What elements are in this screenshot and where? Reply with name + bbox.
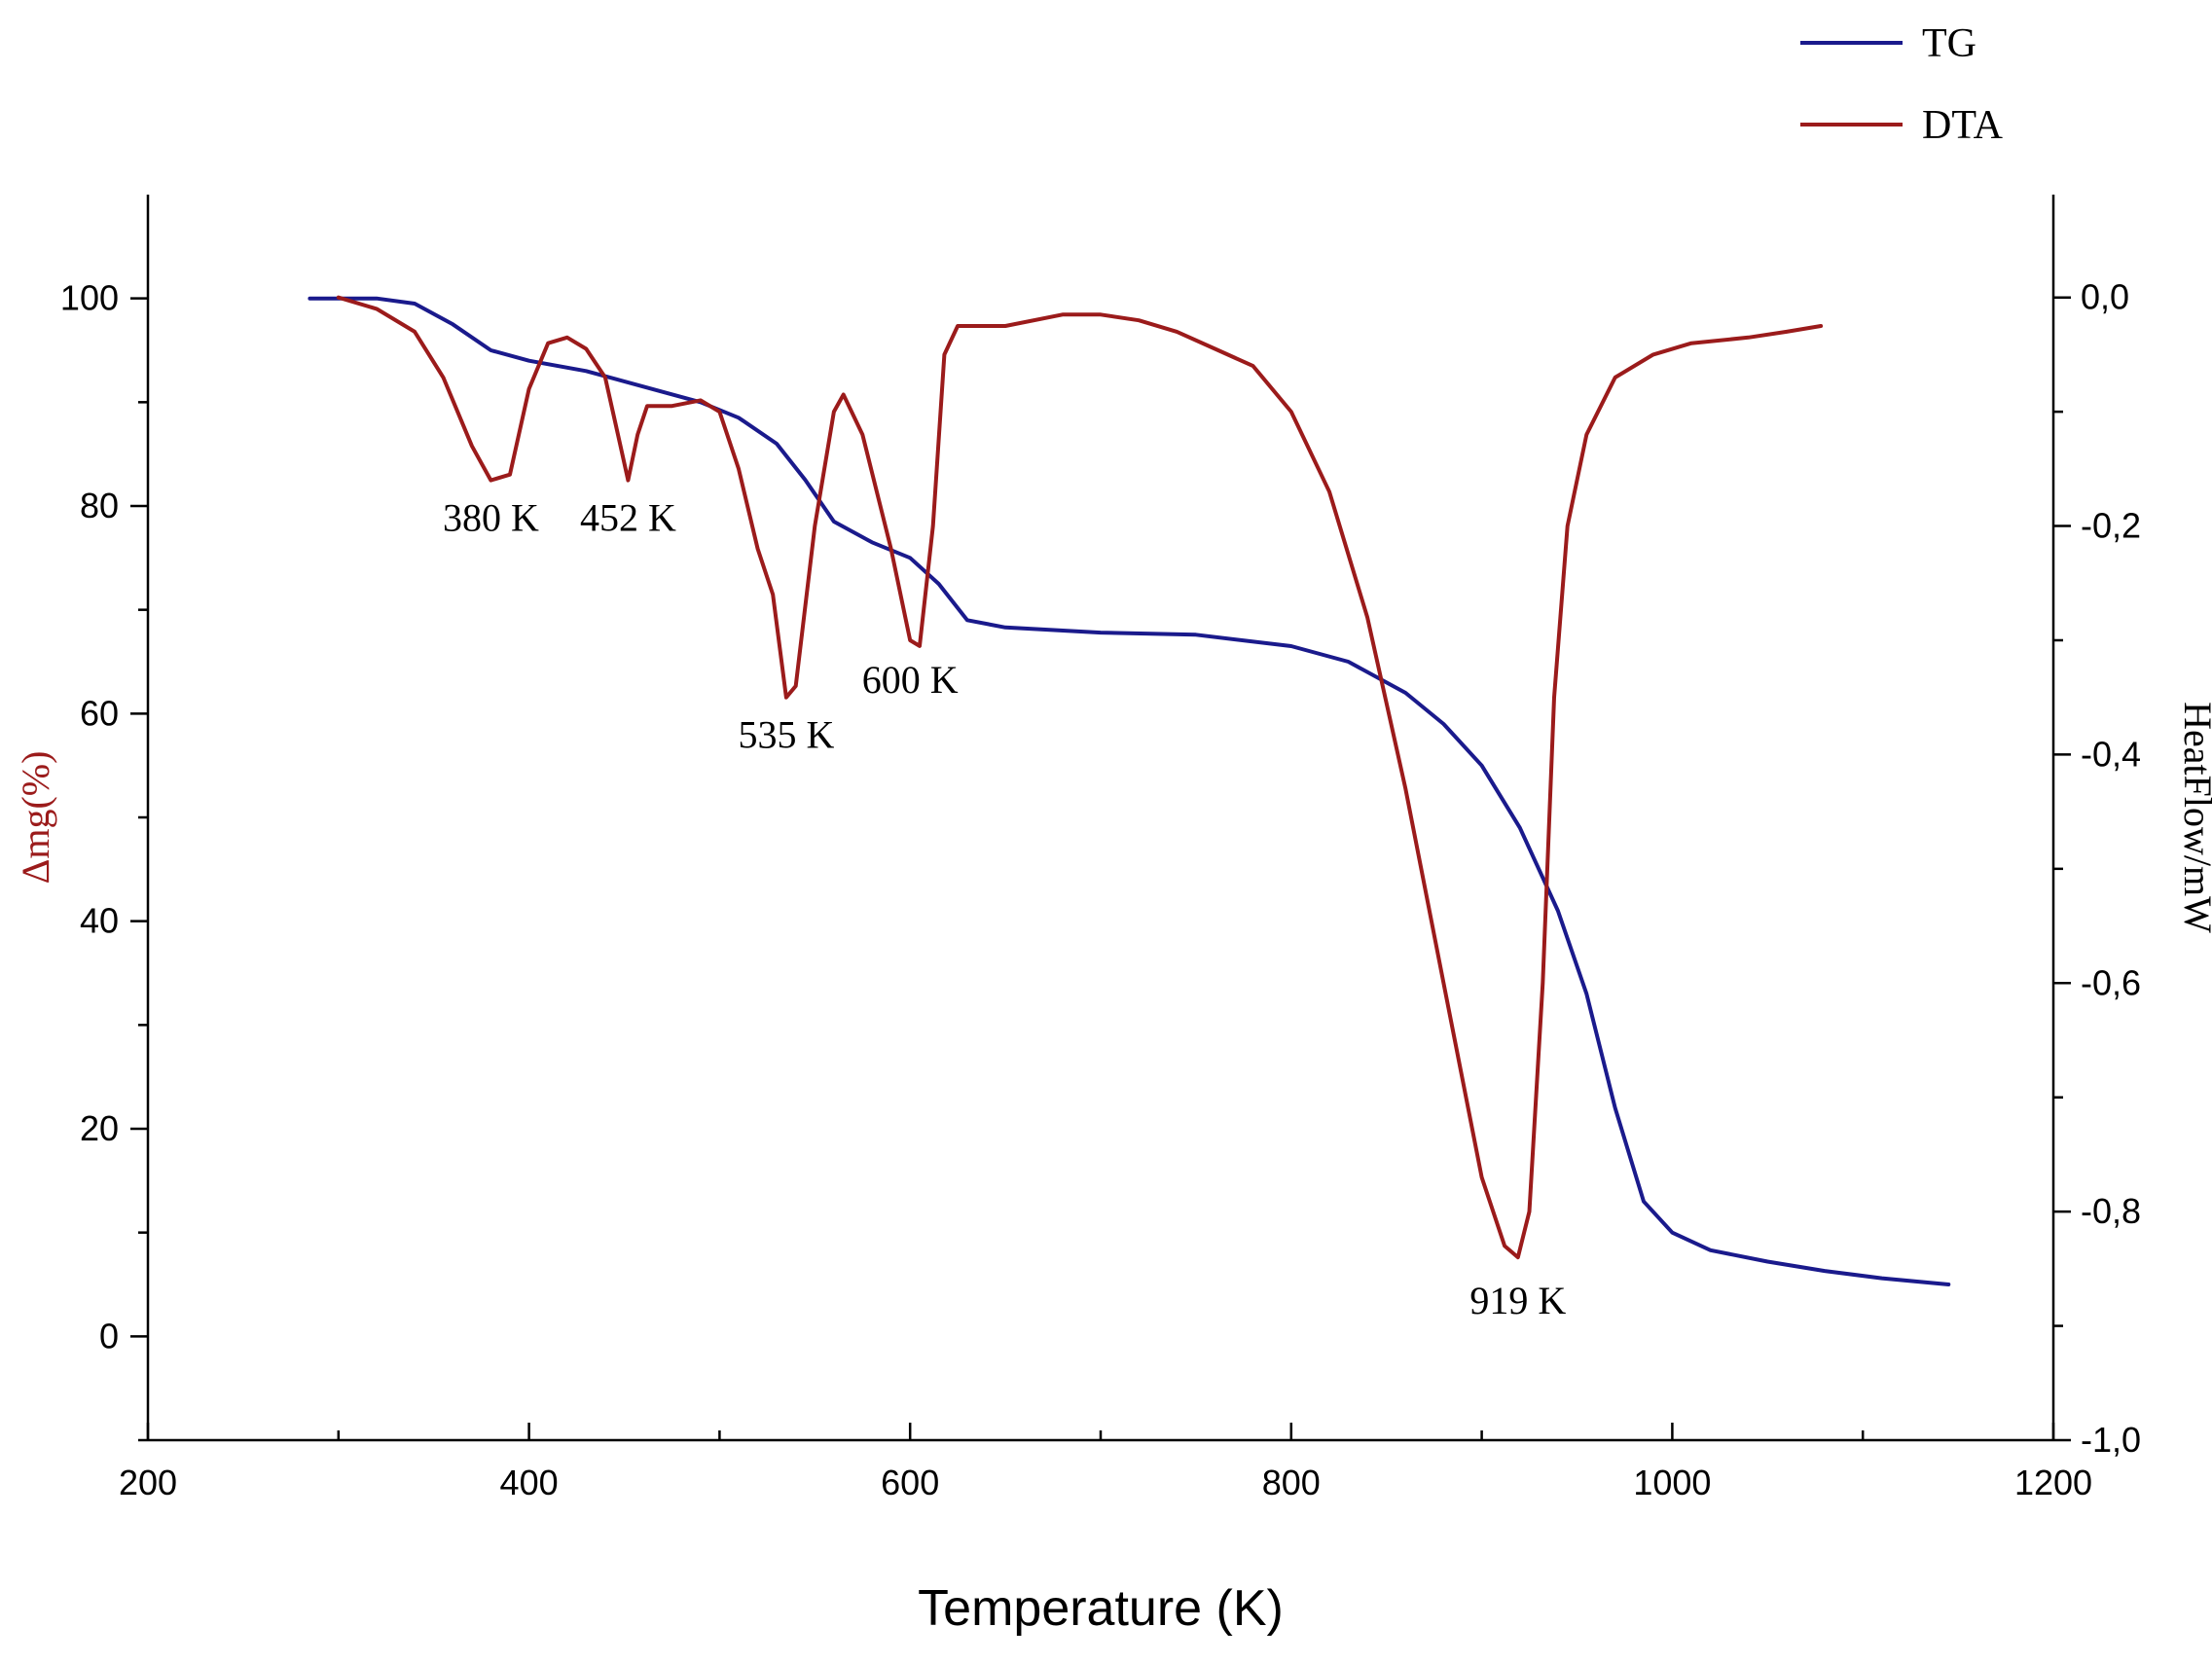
y-right-tick-label: -0,2 bbox=[2081, 506, 2141, 546]
peak-label: 452 K bbox=[580, 496, 676, 540]
x-tick-label: 1200 bbox=[2014, 1463, 2092, 1502]
y-left-axis-ticks: 0 20 40 60 80 100 bbox=[60, 278, 148, 1442]
y-left-tick-label: 80 bbox=[80, 486, 119, 525]
peak-label: 600 K bbox=[862, 658, 959, 702]
x-tick-label: 600 bbox=[881, 1463, 939, 1502]
series-line-dta bbox=[336, 295, 1824, 1260]
y-left-tick-label: 20 bbox=[80, 1108, 119, 1148]
y-left-tick-label: 60 bbox=[80, 693, 119, 733]
x-tick-label: 200 bbox=[119, 1463, 177, 1502]
annotation-layer: 380 K 452 K 535 K 600 K 919 K bbox=[443, 496, 1566, 1323]
series-layer bbox=[308, 295, 1951, 1286]
x-tick-label: 800 bbox=[1262, 1463, 1321, 1502]
y-right-tick-label: -0,6 bbox=[2081, 962, 2141, 1002]
legend-label-dta: DTA bbox=[1922, 103, 2004, 148]
legend-label-tg: TG bbox=[1922, 21, 1976, 66]
y-left-axis-title: Δmg(%) bbox=[14, 751, 57, 885]
x-axis-title: Temperature (K) bbox=[918, 1580, 1284, 1637]
y-right-tick-label: -0,4 bbox=[2081, 734, 2141, 774]
peak-label: 919 K bbox=[1469, 1279, 1566, 1322]
plot-frame bbox=[146, 195, 2055, 1442]
y-right-tick-label: -0,8 bbox=[2081, 1191, 2141, 1231]
x-tick-label: 1000 bbox=[1633, 1463, 1711, 1502]
y-right-axis-title: HeatFlow/mW bbox=[2176, 702, 2212, 933]
y-left-tick-label: 100 bbox=[60, 278, 119, 318]
peak-label: 380 K bbox=[443, 496, 539, 540]
x-axis-ticks: 200 400 600 800 1000 1200 bbox=[119, 1423, 2092, 1502]
y-right-tick-label: 0,0 bbox=[2081, 277, 2129, 317]
peak-label: 535 K bbox=[738, 713, 834, 757]
series-line-tg bbox=[308, 296, 1951, 1286]
y-right-tick-label: -1,0 bbox=[2081, 1420, 2141, 1460]
y-left-tick-label: 40 bbox=[80, 901, 119, 941]
y-right-axis-ticks: 0,0 -0,2 -0,4 -0,6 -0,8 -1,0 bbox=[2053, 277, 2141, 1460]
x-tick-label: 400 bbox=[500, 1463, 559, 1502]
y-left-tick-label: 0 bbox=[99, 1316, 119, 1356]
legend: TG DTA bbox=[1800, 21, 2004, 148]
